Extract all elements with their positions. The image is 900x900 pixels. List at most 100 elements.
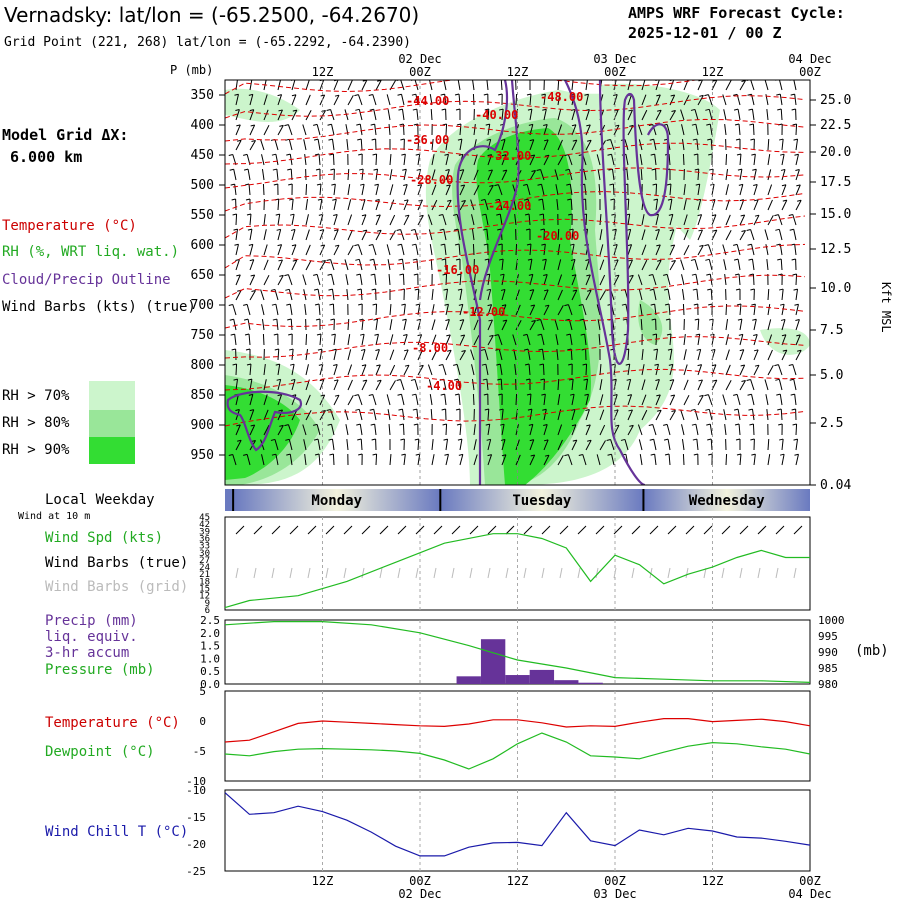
- wind-barb-flag: [782, 199, 787, 202]
- wind-barb: [347, 395, 354, 406]
- wind-barb: [235, 394, 239, 406]
- wind-barb-flag: [585, 409, 590, 412]
- wind-barb: [387, 409, 391, 421]
- wind-barb: [458, 243, 461, 256]
- wind-barb-flag: [664, 453, 670, 456]
- wind-barb: [263, 274, 270, 286]
- wind-barb-flag: [734, 123, 740, 126]
- wind-barb-flag: [317, 348, 323, 351]
- wind-barb: [543, 424, 548, 436]
- wind-barb: [375, 153, 378, 166]
- wind-barb-flag: [499, 423, 505, 426]
- wind-barb: [360, 438, 363, 451]
- wind-barb-flag: [663, 423, 668, 426]
- wind-barb-flag: [571, 124, 577, 127]
- wind-barb-flag: [328, 288, 333, 291]
- wind-barb: [753, 154, 756, 166]
- dewpoint-label: Dewpoint (°C): [45, 744, 155, 760]
- bottom-time-label: 12Z: [312, 874, 334, 888]
- wind-barb: [459, 123, 462, 136]
- wind-barb: [655, 394, 661, 406]
- wind-barb: [459, 319, 465, 331]
- wind-barb: [725, 169, 729, 181]
- wind-barb-flag: [243, 303, 248, 306]
- wind-barb: [557, 439, 563, 451]
- wind-barb: [305, 244, 311, 256]
- wind-barb: [528, 213, 531, 226]
- wind-barb: [235, 213, 238, 226]
- wind-barb: [234, 184, 237, 196]
- wind-barb: [766, 109, 769, 121]
- wind-barb-flag: [527, 408, 533, 411]
- grid-wind-barb: [613, 567, 617, 579]
- wind-barb: [430, 108, 433, 121]
- precip-bar: [578, 682, 603, 684]
- wind-barb-flag: [410, 228, 416, 231]
- wind-barb: [291, 364, 295, 376]
- wind-barb: [501, 154, 507, 166]
- grid-wind-barb: [757, 567, 761, 579]
- wind-barb: [372, 394, 377, 406]
- wind-barb-flag: [656, 244, 661, 247]
- wind-barb-flag: [541, 393, 546, 396]
- wind-barb-flag: [484, 408, 489, 411]
- wind-barb: [318, 303, 321, 316]
- wind-barb: [403, 304, 406, 316]
- wind-barb: [599, 363, 602, 376]
- wind-barb-flag: [279, 424, 284, 427]
- wind-barb-flag: [289, 348, 294, 351]
- wind-barb-flag: [444, 453, 449, 456]
- wind-barb-flag: [622, 318, 627, 321]
- wind-barb: [794, 244, 797, 256]
- wind-barb: [388, 273, 391, 286]
- wind-barb: [375, 319, 379, 331]
- wind-barb: [639, 154, 643, 166]
- bottom-time-label: 12Z: [507, 874, 529, 888]
- wind-barb-flag: [790, 393, 795, 396]
- wind-barb: [739, 349, 745, 361]
- wind-barb-flag: [359, 183, 365, 186]
- wind-barb: [291, 199, 294, 211]
- wind-barb-flag: [669, 229, 674, 232]
- wind-barb: [415, 394, 419, 406]
- wind-barb-flag: [779, 153, 785, 156]
- precip-tick-label: 0.0: [200, 678, 220, 691]
- wind-barb: [401, 394, 405, 406]
- temperature-contour-label: -40.00: [475, 108, 518, 122]
- wind-barb-flag: [774, 214, 779, 217]
- wind-barb-flag: [699, 244, 704, 247]
- wind-barb: [233, 169, 237, 181]
- wind-barb-flag: [486, 438, 491, 441]
- wind-barb-flag: [648, 123, 653, 126]
- wind-barb: [669, 183, 672, 196]
- wind-barb: [543, 409, 547, 421]
- wind-barb-flag: [485, 123, 490, 126]
- wind-barb-flag: [738, 183, 743, 186]
- wind-barb: [263, 214, 266, 226]
- wind-barb-flag: [362, 229, 367, 232]
- wind-barb: [347, 168, 350, 181]
- wind-barb: [263, 124, 270, 136]
- wind-barb-flag: [480, 198, 486, 201]
- surface-wind-barb: [289, 525, 299, 535]
- wind-barb: [260, 289, 265, 301]
- wind-barb: [248, 183, 251, 196]
- wind-barb-flag: [791, 408, 796, 411]
- wind-barb-flag: [230, 333, 235, 336]
- surface-wind-barb: [793, 525, 803, 535]
- wind-barb-flag: [500, 438, 506, 441]
- wind-barb: [487, 439, 492, 451]
- wind-barb: [333, 229, 339, 241]
- wind-barb: [487, 108, 490, 121]
- wind-barb: [333, 364, 338, 376]
- wind-barb: [291, 229, 296, 241]
- precip-bar: [554, 680, 579, 684]
- wind-barb-flag: [540, 228, 545, 231]
- wind-barb: [655, 94, 661, 106]
- wind-barb-flag: [460, 184, 465, 187]
- wind-barb-flag: [359, 168, 364, 171]
- wind-barb-flag: [749, 123, 754, 126]
- wind-barb-flag: [397, 393, 402, 396]
- wind-barb: [683, 349, 687, 361]
- wind-barb: [571, 124, 577, 136]
